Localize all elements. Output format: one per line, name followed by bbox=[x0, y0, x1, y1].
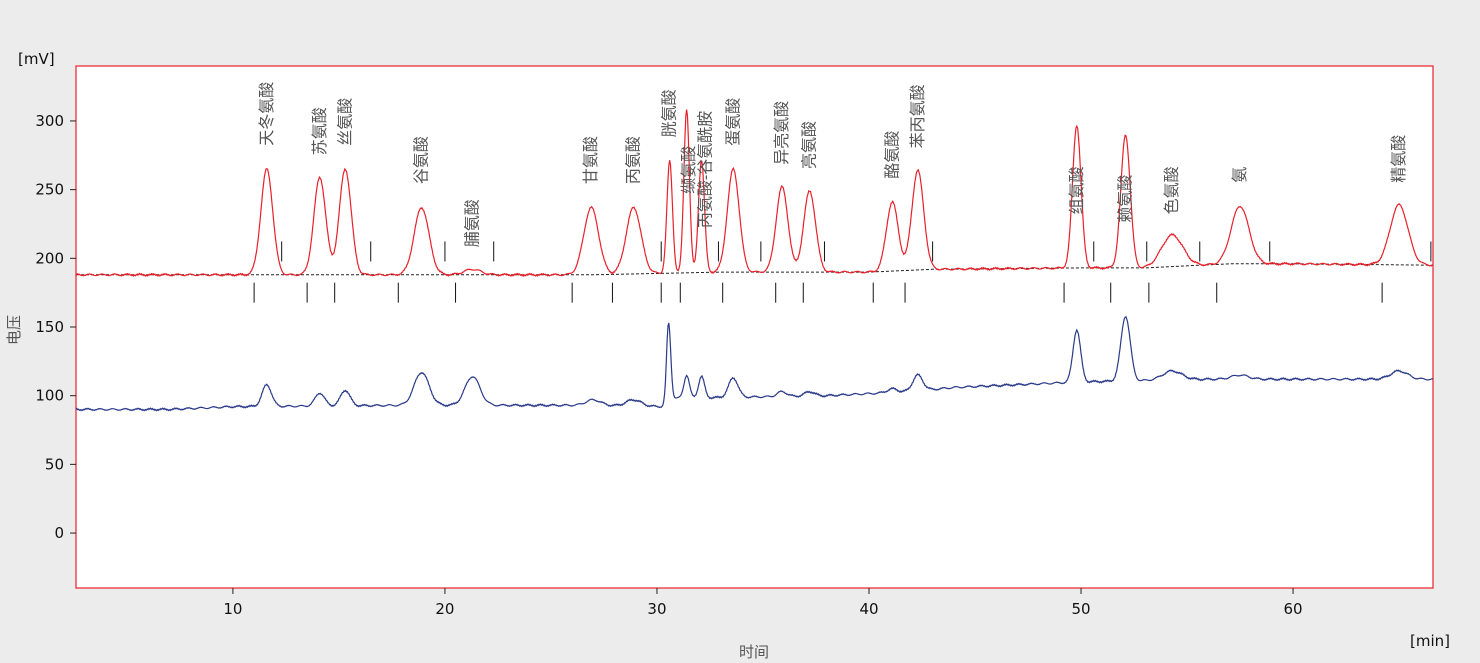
peak-apex-upper bbox=[1239, 205, 1241, 207]
y-axis-title: 电压 bbox=[5, 315, 23, 345]
peak-apex-lower bbox=[700, 375, 702, 377]
peak-apex-lower bbox=[732, 377, 734, 379]
x-tick-label: 30 bbox=[647, 600, 666, 618]
peak-label: 丙氨酸-谷氨酰胺 bbox=[696, 111, 715, 228]
peak-apex-upper bbox=[1398, 204, 1400, 206]
x-tick-label: 60 bbox=[1284, 600, 1303, 618]
peak-label: 蛋氨酸 bbox=[723, 98, 742, 146]
peak-apex-upper bbox=[781, 186, 783, 188]
peak-label: 色氨酸 bbox=[1162, 166, 1181, 214]
peak-apex-upper bbox=[1124, 133, 1126, 135]
peak-apex-lower bbox=[917, 374, 919, 376]
x-tick-label: 20 bbox=[435, 600, 454, 618]
x-axis: 10 20 30 40 50 60 bbox=[223, 588, 1303, 618]
peak-label: 天冬氨酸 bbox=[257, 82, 276, 146]
peak-apex-upper bbox=[808, 190, 810, 192]
peak-apex-lower bbox=[891, 388, 893, 390]
peak-apex-upper bbox=[590, 206, 592, 208]
integration-markers bbox=[253, 241, 1432, 303]
peak-label: 亮氨酸 bbox=[800, 121, 819, 169]
peak-apex-upper bbox=[632, 206, 634, 208]
peak-apex-lower bbox=[1124, 315, 1126, 317]
peak-label: 谷氨酸 bbox=[412, 136, 431, 184]
peak-apex-lower bbox=[1076, 329, 1078, 331]
integration-baseline bbox=[76, 263, 1434, 276]
x-unit-label: [min] bbox=[1410, 632, 1450, 650]
peak-apex-lower bbox=[344, 389, 346, 391]
y-tick-label: 50 bbox=[45, 455, 64, 473]
peak-label: 丙氨酸 bbox=[624, 136, 643, 184]
peak-label: 胱氨酸 bbox=[660, 89, 679, 137]
peak-apex-lower bbox=[808, 390, 810, 392]
y-tick-label: 100 bbox=[35, 387, 64, 405]
peak-label: 氨 bbox=[1230, 167, 1249, 183]
peak-label: 精氨酸 bbox=[1389, 135, 1408, 183]
peak-label: 异亮氨酸 bbox=[772, 101, 791, 165]
peak-apex-lower bbox=[1398, 370, 1400, 372]
peak-apex-upper bbox=[344, 168, 346, 170]
peak-label: 酪氨酸 bbox=[882, 131, 901, 179]
peak-apex-upper bbox=[471, 268, 473, 270]
peak-apex-upper bbox=[685, 107, 687, 109]
y-axis: 0 50 100 150 200 250 300 bbox=[35, 112, 76, 542]
y-tick-label: 150 bbox=[35, 318, 64, 336]
plot-area-frame bbox=[75, 65, 1434, 589]
peak-apex-lower bbox=[667, 322, 669, 324]
series-layer bbox=[75, 107, 1434, 412]
peak-label: 组氨酸 bbox=[1067, 166, 1086, 214]
peak-apex-upper bbox=[732, 168, 734, 170]
peak-apex-upper bbox=[266, 168, 268, 170]
peak-apex-lower bbox=[420, 371, 422, 373]
peak-apex-upper bbox=[1171, 234, 1173, 236]
x-tick-label: 40 bbox=[859, 600, 878, 618]
y-tick-label: 250 bbox=[35, 181, 64, 199]
peak-label: 甘氨酸 bbox=[581, 136, 600, 184]
peak-apex-upper bbox=[891, 201, 893, 203]
peak-label: 苯丙氨酸 bbox=[908, 84, 927, 148]
trace-lower-line bbox=[75, 315, 1434, 412]
peak-label: 脯氨酸 bbox=[463, 199, 482, 247]
peak-apex-upper bbox=[1076, 124, 1078, 126]
peak-apex-upper bbox=[319, 176, 321, 178]
peak-apex-lower bbox=[592, 399, 594, 401]
peak-apex-lower bbox=[1239, 374, 1241, 376]
y-tick-label: 0 bbox=[54, 524, 64, 542]
peak-apex-lower bbox=[1171, 370, 1173, 372]
x-axis-title: 时间 bbox=[739, 643, 769, 661]
peak-label: 缬氨酸 bbox=[679, 146, 698, 194]
x-tick-label: 50 bbox=[1071, 600, 1090, 618]
peak-apex-lower bbox=[685, 374, 687, 376]
x-tick-label: 10 bbox=[223, 600, 242, 618]
peak-label: 苏氨酸 bbox=[310, 107, 329, 155]
y-tick-label: 200 bbox=[35, 249, 64, 267]
peak-label: 丝氨酸 bbox=[335, 98, 354, 146]
peak-apex-upper bbox=[668, 160, 670, 162]
y-tick-label: 300 bbox=[35, 112, 64, 130]
peak-apex-lower bbox=[471, 375, 473, 377]
peak-apex-lower bbox=[781, 390, 783, 392]
peak-label: 赖氨酸 bbox=[1116, 175, 1135, 223]
peak-apex-lower bbox=[319, 392, 321, 394]
peak-apex-lower bbox=[632, 399, 634, 401]
peak-apex-lower bbox=[266, 383, 268, 385]
y-unit-label: [mV] bbox=[18, 50, 55, 68]
trace-upper-line bbox=[75, 109, 1434, 277]
peak-apex-upper bbox=[917, 169, 919, 171]
peak-apex-upper bbox=[420, 206, 422, 208]
